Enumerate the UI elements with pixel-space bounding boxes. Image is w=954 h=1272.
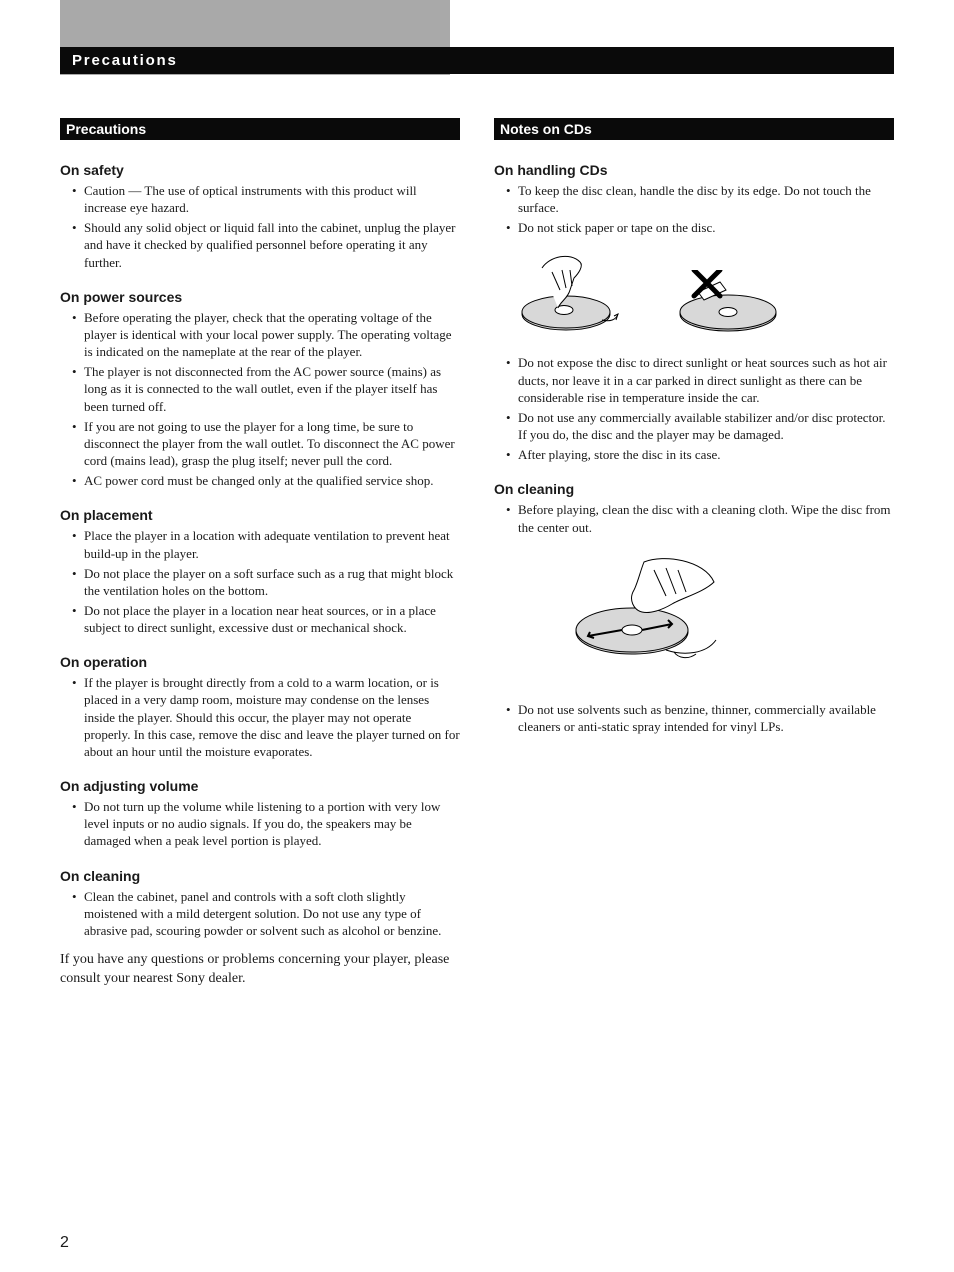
subheading-handling: On handling CDs <box>494 162 894 178</box>
list-item: Place the player in a location with adeq… <box>72 527 460 561</box>
list-safety: Caution — The use of optical instruments… <box>60 182 460 271</box>
subheading-cleaning: On cleaning <box>60 868 460 884</box>
closing-paragraph: If you have any questions or problems co… <box>60 951 460 989</box>
subheading-safety: On safety <box>60 162 460 178</box>
list-storage: Do not expose the disc to direct sunligh… <box>494 354 894 463</box>
illustration-row <box>514 250 894 336</box>
section-heading-text: Precautions <box>66 121 146 137</box>
subheading-volume: On adjusting volume <box>60 778 460 794</box>
subheading-placement: On placement <box>60 507 460 523</box>
list-handling: To keep the disc clean, handle the disc … <box>494 182 894 236</box>
section-heading-cds: Notes on CDs <box>494 118 894 140</box>
list-solvents: Do not use solvents such as benzine, thi… <box>494 701 894 735</box>
list-cd-cleaning: Before playing, clean the disc with a cl… <box>494 501 894 535</box>
list-item: Do not use solvents such as benzine, thi… <box>506 701 894 735</box>
list-volume: Do not turn up the volume while listenin… <box>60 798 460 849</box>
section-heading-precautions: Precautions <box>60 118 460 140</box>
list-item: Before operating the player, check that … <box>72 309 460 360</box>
list-cleaning: Clean the cabinet, panel and controls wi… <box>60 888 460 939</box>
list-item: Do not stick paper or tape on the disc. <box>506 219 894 236</box>
list-item: The player is not disconnected from the … <box>72 363 460 414</box>
list-item: If the player is brought directly from a… <box>72 674 460 760</box>
subheading-operation: On operation <box>60 654 460 670</box>
subheading-cd-cleaning: On cleaning <box>494 481 894 497</box>
disc-wipe-illustration <box>554 554 724 674</box>
section-heading-text: Notes on CDs <box>500 121 592 137</box>
list-item: Should any solid object or liquid fall i… <box>72 219 460 270</box>
list-item: AC power cord must be changed only at th… <box>72 472 460 489</box>
list-item: If you are not going to use the player f… <box>72 418 460 469</box>
list-item: Before playing, clean the disc with a cl… <box>506 501 894 535</box>
disc-hold-illustration <box>514 250 634 336</box>
title-bar-text: Precautions <box>72 52 178 69</box>
list-item: Clean the cabinet, panel and controls wi… <box>72 888 460 939</box>
left-column: Precautions On safety Caution — The use … <box>60 118 460 989</box>
list-item: Do not use any commercially available st… <box>506 409 894 443</box>
list-item: Do not turn up the volume while listenin… <box>72 798 460 849</box>
right-column: Notes on CDs On handling CDs To keep the… <box>494 118 894 989</box>
list-item: Do not expose the disc to direct sunligh… <box>506 354 894 405</box>
list-item: Caution — The use of optical instruments… <box>72 182 460 216</box>
disc-tape-illustration <box>670 270 790 336</box>
wipe-illustration-wrap <box>554 554 894 679</box>
page: Precautions Precautions On safety Cautio… <box>0 0 954 1272</box>
list-placement: Place the player in a location with adeq… <box>60 527 460 636</box>
list-item: Do not place the player in a location ne… <box>72 602 460 636</box>
subheading-power: On power sources <box>60 289 460 305</box>
page-number: 2 <box>60 1234 69 1252</box>
list-item: After playing, store the disc in its cas… <box>506 446 894 463</box>
list-power: Before operating the player, check that … <box>60 309 460 490</box>
list-item: Do not place the player on a soft surfac… <box>72 565 460 599</box>
list-operation: If the player is brought directly from a… <box>60 674 460 760</box>
title-bar: Precautions <box>60 47 894 74</box>
columns: Precautions On safety Caution — The use … <box>60 118 894 989</box>
list-item: To keep the disc clean, handle the disc … <box>506 182 894 216</box>
